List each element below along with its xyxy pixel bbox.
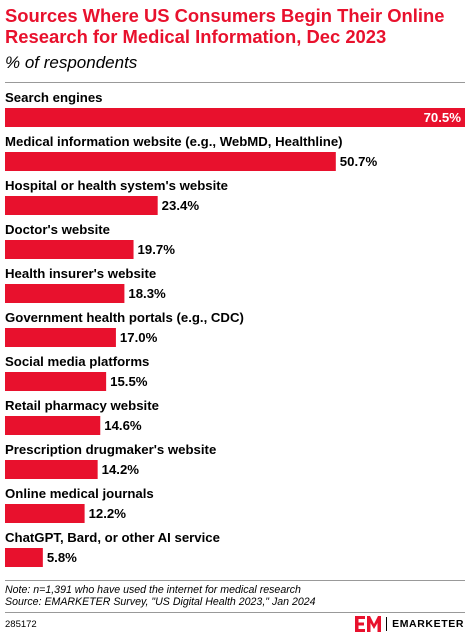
value-label: 23.4%	[162, 198, 200, 213]
bar	[5, 460, 98, 479]
bar	[5, 372, 107, 391]
bar	[5, 284, 125, 303]
bar	[5, 328, 116, 347]
bar	[5, 240, 134, 259]
value-label: 5.8%	[47, 550, 77, 565]
bar	[5, 416, 101, 435]
emarketer-logo-icon	[355, 616, 382, 632]
value-label: 19.7%	[138, 242, 176, 257]
category-label: Social media platforms	[5, 354, 149, 369]
category-label: Search engines	[5, 90, 102, 105]
category-label: ChatGPT, Bard, or other AI service	[5, 530, 220, 545]
value-label: 70.5%	[424, 110, 462, 125]
brand-name: EMARKETER	[392, 618, 464, 630]
brand-separator	[386, 617, 388, 631]
category-label: Retail pharmacy website	[5, 398, 159, 413]
bar	[5, 108, 465, 127]
bar	[5, 548, 43, 567]
bar-chart: Search engines 70.5% Medical information w…	[5, 90, 465, 567]
category-label: Health insurer's website	[5, 266, 156, 281]
value-label: 12.2%	[89, 506, 127, 521]
bar	[5, 152, 336, 171]
value-label: 50.7%	[340, 154, 378, 169]
category-label: Prescription drugmaker's website	[5, 442, 216, 457]
value-label: 17.0%	[120, 330, 158, 345]
chart-subtitle: % of respondents	[5, 53, 138, 72]
value-label: 15.5%	[110, 374, 148, 389]
note-text: Note: n=1,391 who have used the internet…	[5, 584, 301, 596]
chart-title: Sources Where US Consumers Begin Their O…	[5, 5, 445, 47]
category-label: Doctor's website	[5, 222, 110, 237]
bar	[5, 196, 158, 215]
footnote: Note: n=1,391 who have used the internet…	[5, 584, 465, 608]
value-label: 14.6%	[104, 418, 142, 433]
chart-id: 285172	[5, 619, 37, 630]
value-label: 18.3%	[128, 286, 166, 301]
bottom-divider	[5, 580, 465, 581]
source-text: Source: EMARKETER Survey, "US Digital He…	[5, 596, 316, 608]
bar	[5, 504, 85, 523]
category-label: Medical information website (e.g., WebMD…	[5, 134, 343, 149]
category-label: Hospital or health system's website	[5, 178, 228, 193]
brand-logo: EMARKETER	[355, 615, 464, 633]
category-label: Government health portals (e.g., CDC)	[5, 310, 244, 325]
footer-divider	[5, 612, 465, 613]
value-label: 14.2%	[102, 462, 140, 477]
category-label: Online medical journals	[5, 486, 154, 501]
top-divider	[5, 82, 465, 83]
